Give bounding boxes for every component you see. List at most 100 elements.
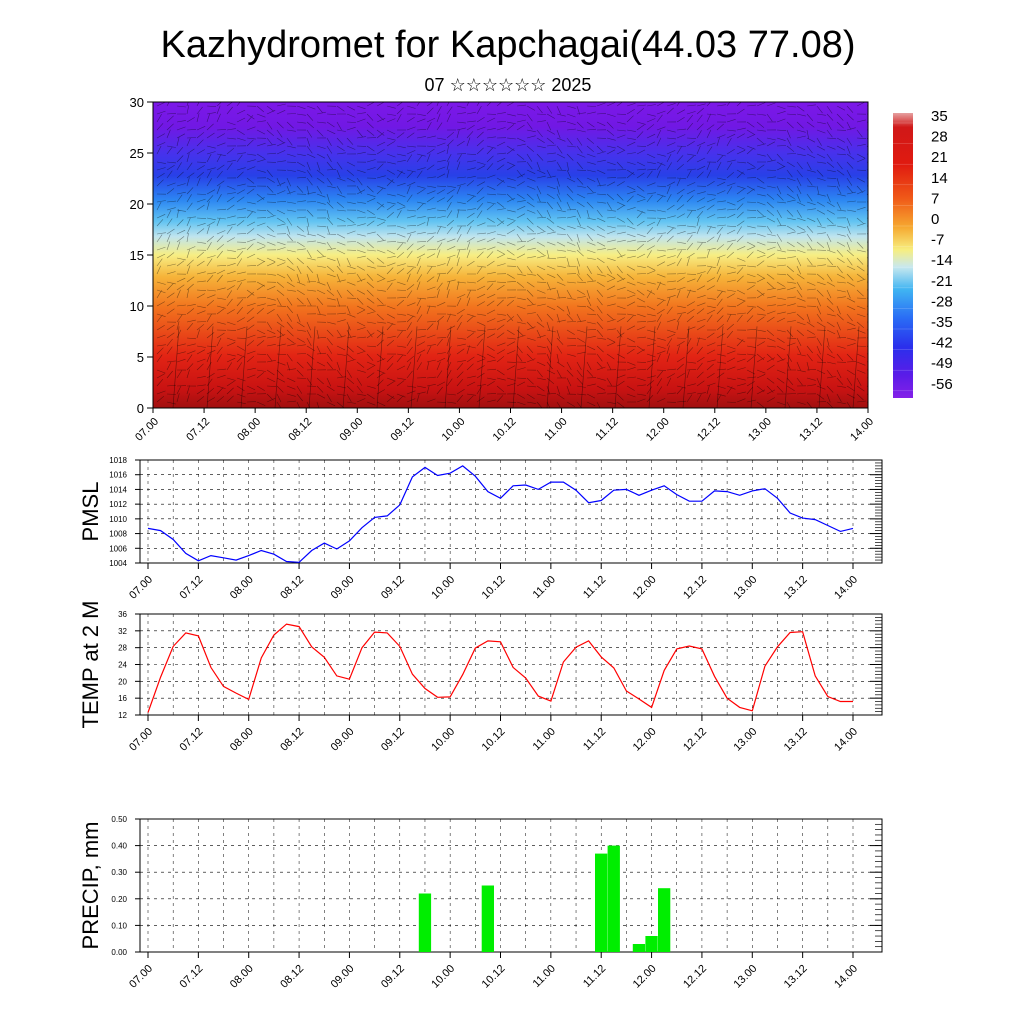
cross-section-y-axis: 0 5 10 15 20 25 30 — [130, 95, 153, 416]
x-tick-label: 13.00 — [731, 574, 759, 602]
vertical-barb-line — [818, 326, 826, 408]
vertical-barb-line — [478, 326, 486, 408]
y-tick-label: 36 — [118, 610, 127, 619]
y-tick-label: 0.20 — [111, 895, 127, 904]
colorbar-label: 7 — [931, 190, 939, 207]
temp-panel: 12 16 20 24 28 32 36 07.00 07.12 08.00 08.12 09.00 0… — [78, 601, 883, 754]
x-tick-label: 08.12 — [278, 726, 306, 754]
y-axis-label: TEMP at 2 M — [78, 601, 103, 729]
y-tick-label: 28 — [118, 644, 127, 653]
y-tick-label: 1008 — [109, 530, 127, 539]
x-tick-label: 13.00 — [731, 726, 759, 754]
x-tick-label: 12.00 — [631, 963, 659, 991]
y-tick-label: 1010 — [109, 515, 127, 524]
vertical-barb-line — [342, 326, 350, 408]
x-tick-label: 09.00 — [329, 574, 357, 602]
cross-section-x-axis: 07.00 07.12 08.00 08.12 09.00 09.12 10.00 10.12… — [133, 408, 876, 444]
vertical-barb-line — [784, 326, 792, 408]
panel-frame — [139, 459, 883, 564]
colorbar: 35 28 21 14 7 0 -7 -14 -21 -28 -35 -42 -49 -56 — [893, 108, 953, 398]
x-tick-label: 12.00 — [631, 726, 659, 754]
vertical-barb-line — [580, 326, 588, 408]
y-tick-label: 1016 — [109, 471, 127, 480]
y-tick-label: 32 — [118, 627, 127, 636]
chart-title: Kazhydromet for Kapchagai(44.03 77.08) — [161, 24, 856, 66]
y-tick-label: 25 — [130, 146, 144, 161]
x-tick-label: 11.00 — [531, 574, 558, 601]
x-tick-label: 11.12 — [581, 726, 608, 753]
y-tick-label: 24 — [118, 661, 127, 670]
x-tick-label: 14.00 — [832, 726, 860, 754]
precip-bar — [481, 885, 494, 952]
vertical-barb-line — [648, 326, 656, 408]
vertical-barb-line — [546, 326, 554, 408]
colorbar-label: -28 — [931, 293, 953, 310]
x-tick-label: 09.00 — [329, 963, 357, 991]
colorbar-label: -42 — [931, 335, 953, 352]
x-tick-label: 11.12 — [581, 574, 608, 601]
y-tick-label: 16 — [118, 694, 127, 703]
y-tick-label: 0.30 — [111, 868, 127, 877]
x-tick-label: 10.00 — [440, 416, 468, 444]
y-tick-label: 15 — [130, 248, 144, 263]
precip-panel: 0.00 0.10 0.20 0.30 0.40 0.50 07.00 07.12 08.00 0… — [78, 815, 883, 991]
y-tick-label: 1014 — [109, 485, 127, 494]
x-tick-label: 07.12 — [184, 416, 212, 444]
x-tick-label: 07.00 — [133, 416, 161, 444]
x-tick-label: 07.12 — [178, 726, 206, 754]
precip-bar — [632, 944, 646, 952]
x-tick-label: 10.00 — [429, 963, 457, 991]
colorbar-label: -14 — [931, 252, 953, 269]
y-tick-label: 1006 — [109, 544, 127, 553]
x-tick-label: 14.00 — [832, 963, 860, 991]
y-tick-label: 5 — [137, 350, 144, 365]
colorbar-label: -7 — [931, 232, 944, 249]
x-tick-label: 10.12 — [480, 963, 508, 991]
x-tick-label: 08.12 — [278, 574, 306, 602]
vertical-barb-line — [682, 326, 690, 408]
x-tick-label: 11.12 — [593, 416, 620, 443]
pmsl-series-line — [147, 465, 854, 563]
x-tick-label: 10.00 — [429, 726, 457, 754]
x-tick-label: 09.00 — [329, 726, 357, 754]
y-tick-label: 0.00 — [111, 948, 127, 957]
y-tick-label: 1012 — [109, 500, 127, 509]
y-axis-label: PRECIP, mm — [78, 822, 103, 950]
vertical-barb-line — [614, 326, 622, 408]
vertical-barb-line — [852, 326, 860, 408]
x-tick-label: 10.00 — [429, 574, 457, 602]
y-tick-label: 0.50 — [111, 815, 127, 824]
x-tick-label: 12.00 — [644, 416, 672, 444]
x-tick-label: 12.12 — [681, 963, 709, 991]
precip-bar — [645, 936, 658, 952]
cross-section-panel: 0 5 10 15 20 25 30 07.00 07.12 08.00 08.12 09.00 09… — [130, 95, 877, 444]
x-tick-label: 08.00 — [235, 416, 263, 444]
x-tick-label: 08.00 — [228, 963, 256, 991]
x-tick-label: 11.12 — [581, 963, 608, 990]
x-tick-label: 07.12 — [178, 963, 206, 991]
x-tick-label: 11.00 — [531, 726, 558, 753]
chart-subtitle: 07 ☆☆☆☆☆☆ 2025 — [425, 75, 592, 95]
cross-section-field — [153, 102, 868, 408]
temp-series-line — [147, 623, 853, 713]
y-tick-label: 10 — [130, 299, 144, 314]
x-tick-label: 10.12 — [480, 726, 508, 754]
colorbar-labels: 35 28 21 14 7 0 -7 -14 -21 -28 -35 -42 -49 -56 — [893, 108, 953, 393]
x-tick-label: 11.00 — [531, 963, 558, 990]
y-tick-label: 20 — [118, 677, 127, 686]
x-tick-label: 14.00 — [832, 574, 860, 602]
y-tick-label: 1004 — [109, 559, 127, 568]
x-tick-label: 07.00 — [127, 726, 155, 754]
colorbar-label: -56 — [931, 376, 953, 393]
colorbar-label: -35 — [931, 314, 953, 331]
vertical-barb-line — [444, 326, 452, 408]
x-tick-label: 12.12 — [681, 726, 709, 754]
x-tick-label: 09.12 — [379, 574, 407, 602]
x-tick-label: 13.00 — [731, 963, 759, 991]
colorbar-label: -21 — [931, 273, 953, 290]
panel-frame — [139, 818, 883, 953]
x-tick-label: 08.12 — [286, 416, 314, 444]
y-tick-label: 0.10 — [111, 921, 127, 930]
colorbar-scale — [893, 113, 913, 398]
